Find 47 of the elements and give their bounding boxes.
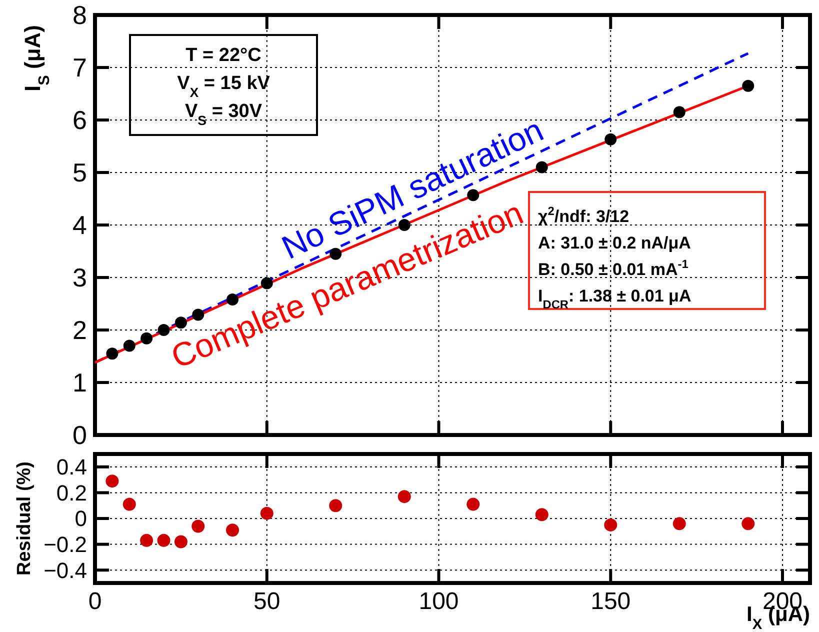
point bbox=[742, 80, 754, 92]
x-tick-label: 150 bbox=[590, 588, 631, 615]
point bbox=[260, 277, 273, 290]
point bbox=[673, 106, 686, 118]
y-axis-title: Residual (%) bbox=[14, 461, 35, 576]
point bbox=[260, 506, 274, 520]
annotation: V$_{X}$ = 15 kV bbox=[177, 73, 270, 100]
point bbox=[106, 474, 119, 488]
point bbox=[158, 324, 170, 336]
point bbox=[122, 498, 136, 511]
annotation: B: 0.50 ± 0.01 mA$^{-1}$ bbox=[538, 257, 689, 279]
y-tick-label: 7 bbox=[72, 52, 87, 83]
point bbox=[123, 340, 136, 352]
annotation: χ$^{2}$/ndf: 3/12 bbox=[538, 204, 630, 226]
y-tick-label: 0 bbox=[74, 506, 87, 532]
y-tick-label: 0.4 bbox=[56, 454, 87, 480]
y-tick-label: 1 bbox=[72, 368, 87, 398]
y-tick-label: −0.4 bbox=[44, 558, 87, 583]
point bbox=[466, 498, 480, 511]
annotation: A: 31.0 ± 0.2 nA/μA bbox=[538, 234, 691, 252]
point bbox=[157, 534, 170, 547]
point bbox=[329, 499, 342, 512]
point bbox=[140, 332, 153, 344]
point bbox=[742, 517, 755, 530]
y-tick-label: 8 bbox=[72, 0, 87, 30]
point bbox=[604, 518, 618, 532]
annotation: T = 22°C bbox=[186, 45, 262, 66]
point bbox=[174, 535, 188, 548]
point bbox=[140, 534, 154, 547]
y-tick-label: 2 bbox=[72, 315, 87, 346]
y-tick-label: 0.2 bbox=[56, 480, 87, 506]
annotation: I$_{DCR}$: 1.38 ± 0.01 μA bbox=[538, 286, 692, 312]
y-tick-label: 5 bbox=[72, 158, 87, 188]
x-tick-label: 100 bbox=[418, 588, 459, 615]
point bbox=[192, 520, 205, 533]
point bbox=[535, 508, 548, 522]
point bbox=[106, 348, 118, 360]
y-tick-label: 6 bbox=[72, 105, 87, 136]
point bbox=[398, 490, 411, 504]
y-tick-label: −0.2 bbox=[44, 532, 87, 557]
point bbox=[604, 133, 617, 146]
point bbox=[672, 517, 686, 530]
x-tick-label: 50 bbox=[254, 588, 280, 615]
y-tick-label: 3 bbox=[72, 262, 87, 293]
y-tick-label: 0 bbox=[72, 420, 87, 450]
point bbox=[226, 524, 239, 537]
y-tick-label: 4 bbox=[72, 210, 87, 240]
